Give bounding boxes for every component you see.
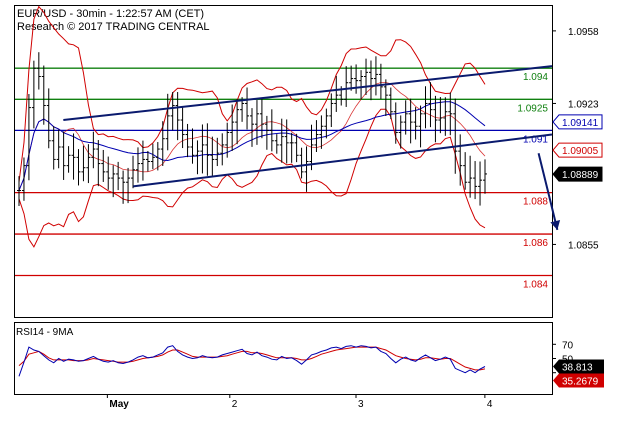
price-tick-label-0: 1.0958: [568, 27, 599, 38]
level-label-0: 1.094: [523, 72, 548, 83]
rsi-lines: [18, 345, 486, 377]
price-tag-label-1: 1.09005: [562, 146, 599, 157]
rsi-tick-label-0: 70: [562, 340, 574, 351]
rsi-ma-value-tag: 35.2679: [553, 373, 604, 388]
rsi-line: [18, 345, 486, 377]
x-tick-label-1: 2: [232, 399, 238, 410]
rsi-ma-line: [18, 346, 486, 371]
rsi-value-tag-label: 38.813: [562, 362, 593, 373]
chart-header-line1: EUR/USD - 30min - 1:22:57 AM (CET): [17, 8, 204, 20]
rsi-ma-value-tag-box: [553, 373, 604, 388]
channel-upper: [63, 65, 553, 122]
trend-channel: [63, 65, 553, 188]
level-label-1: 1.0925: [517, 103, 548, 114]
price-tag-label-2: 1.08889: [562, 170, 599, 181]
price-tag-box-1: [552, 142, 603, 158]
candles: [17, 52, 487, 207]
price-pane: [14, 5, 553, 318]
rsi-pane: [14, 322, 553, 395]
level-label-4: 1.086: [523, 238, 548, 249]
forecast-arrow-line: [537, 152, 559, 231]
rsi-value-tag-box: [553, 359, 604, 374]
price-tick-label-1: 1.0923: [568, 99, 599, 110]
price-tag-1: 1.09005: [552, 142, 603, 158]
x-tick-label-3: 4: [487, 399, 493, 410]
price-tag-box-2: [552, 166, 603, 182]
level-label-5: 1.084: [523, 280, 548, 291]
level-label-2: 1.091: [523, 134, 548, 145]
price-tag-box-0: [552, 114, 603, 130]
price-tick-label-3: 1.0855: [568, 240, 599, 251]
forecast-arrow: [537, 152, 561, 231]
x-tick-label-0: May: [109, 399, 129, 410]
chart-header-line2: Research © 2017 TRADING CENTRAL: [17, 21, 210, 33]
rsi-ma-value-tag-label: 35.2679: [562, 376, 599, 387]
rsi-label: RSI14 - 9MA: [16, 327, 74, 338]
rsi-value-tag: 38.813: [553, 359, 604, 374]
x-axis: May 2 3 4: [106, 394, 493, 410]
channel-lower: [133, 133, 553, 188]
price-axis: 1.09581.09231.08891.08551.091411.090051.…: [552, 27, 603, 251]
forecast-arrow-head: [550, 219, 561, 230]
price-tag-2: 1.08889: [552, 166, 603, 182]
price-tag-label-0: 1.09141: [562, 118, 599, 129]
price-tag-0: 1.09141: [552, 114, 603, 130]
level-label-3: 1.088: [523, 197, 548, 208]
horizontal-levels: 1.094 1.0925 1.091 1.088 1.086 1.084: [15, 67, 552, 291]
band-upper: [18, 5, 486, 183]
x-tick-label-2: 3: [358, 399, 364, 410]
